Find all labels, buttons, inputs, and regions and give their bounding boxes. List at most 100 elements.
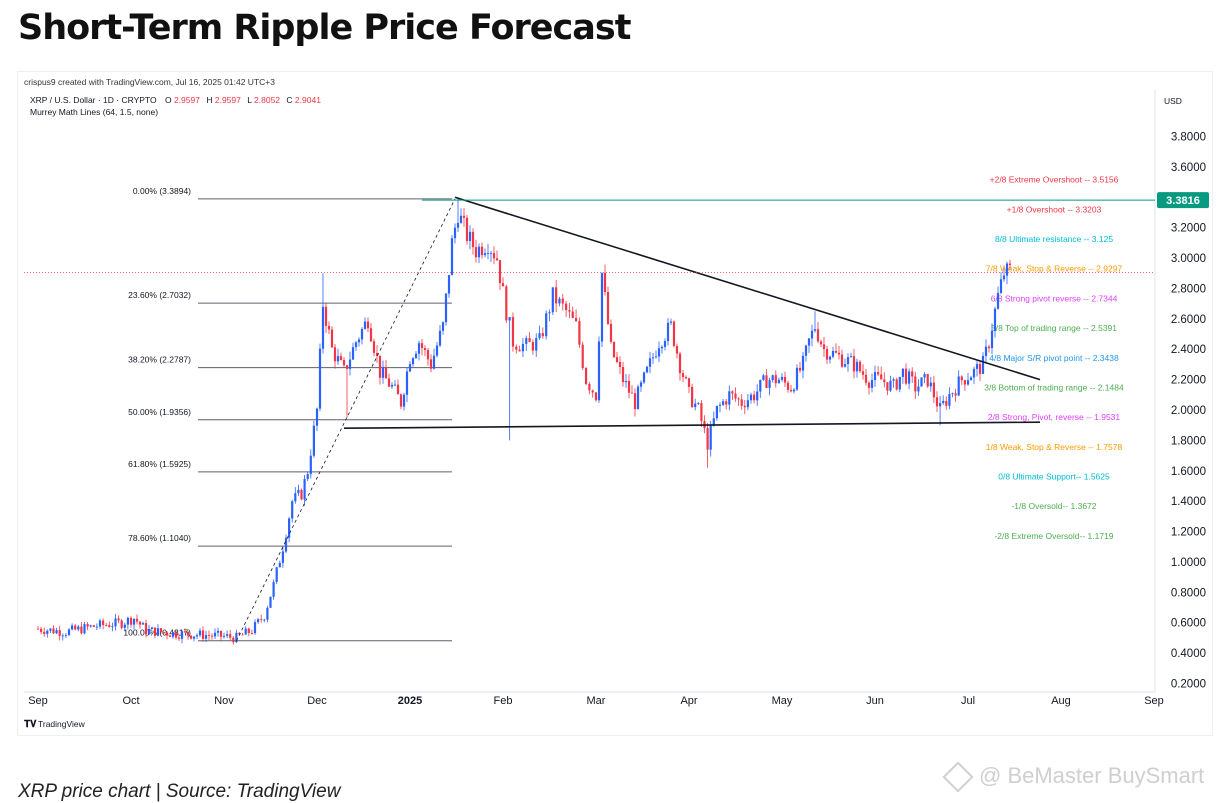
murrey-line-label: 4/8 Major S/R pivot point -- 2.3438 [989, 353, 1119, 363]
candle-body [117, 618, 120, 621]
candle-body [486, 253, 490, 254]
candle-body [548, 312, 551, 314]
candle-body [67, 629, 71, 636]
candle-body [558, 298, 561, 304]
murrey-line-label: 8/8 Ultimate resistance -- 3.125 [995, 234, 1113, 244]
candle-body [447, 275, 451, 294]
candle-body [624, 381, 628, 383]
candle-body [678, 353, 682, 374]
candle-body [135, 618, 139, 622]
x-tick-label: 2025 [398, 695, 422, 707]
candle-body [594, 392, 598, 401]
candle-body [456, 222, 460, 228]
candle-body [192, 636, 196, 639]
candle-body [984, 346, 988, 356]
candle-body [123, 624, 126, 628]
candle-body [630, 392, 634, 394]
candle-body [528, 338, 531, 343]
candle-body [786, 382, 790, 390]
candle-body [339, 356, 343, 360]
murrey-line-label: 5/8 Top of trading range -- 2.5391 [991, 323, 1117, 333]
candle-body [219, 630, 223, 637]
candle-body [981, 355, 985, 374]
candle-body [74, 625, 77, 630]
candle-body [969, 377, 973, 381]
close-label: C [286, 95, 292, 105]
candle-body [926, 374, 929, 387]
candle-body [684, 377, 688, 379]
candle-body [384, 367, 388, 379]
candle-body [633, 393, 637, 410]
symbol-legend: XRP / U.S. Dollar · 1D · CRYPTO O 2.9597… [30, 95, 321, 105]
fib-level-label: 78.60% (1.1040) [128, 533, 191, 543]
candle-body [330, 329, 334, 348]
y-tick-label: 0.8000 [1171, 587, 1206, 599]
candle-body [46, 630, 49, 634]
price-chart[interactable]: 0.00% (3.3894) 23.60% (2.7032) 38.20% (2.2… [18, 72, 1212, 735]
candle-body [597, 341, 601, 401]
candle-body [1008, 263, 1012, 265]
candle-body [609, 323, 613, 342]
candle-body [390, 384, 394, 387]
candle-body [387, 378, 391, 387]
candle-body [740, 399, 743, 406]
candle-body [618, 362, 622, 367]
candle-body [718, 404, 722, 406]
x-tick-label: Oct [122, 695, 139, 707]
candle-body [348, 359, 352, 369]
candle-body [111, 626, 114, 628]
candle-body [957, 376, 960, 396]
candle-body [253, 622, 257, 634]
candle-body [691, 386, 694, 408]
candle-body [450, 238, 454, 276]
candle-body [471, 231, 475, 248]
candle-body [825, 348, 829, 360]
candle-body [429, 359, 433, 369]
candle-body [226, 634, 229, 636]
candle-body [366, 321, 370, 329]
candle-body [498, 260, 502, 284]
candle-body [831, 350, 835, 357]
murrey-line-label: 0/8 Ultimate Support-- 1.5625 [998, 471, 1110, 481]
candle-body [521, 343, 525, 352]
tv-logo-icon: 𝐓𝐕 [24, 718, 37, 730]
candle-body [700, 403, 703, 421]
y-tick-label: 2.2000 [1171, 375, 1206, 387]
currency-label[interactable]: USD [1164, 96, 1182, 106]
candle-body [780, 376, 784, 380]
candle-body [666, 322, 670, 342]
candle-body [746, 400, 749, 408]
y-tick-label: 2.6000 [1171, 314, 1206, 326]
candle-body [898, 376, 901, 390]
candle-body [153, 627, 157, 636]
candle-body [459, 215, 463, 223]
candle-body [102, 620, 105, 626]
candle-body [321, 306, 325, 349]
candle-body [432, 355, 436, 369]
y-tick-label: 3.0000 [1171, 253, 1206, 265]
y-tick-label: 0.2000 [1171, 679, 1206, 691]
candle-body [183, 631, 187, 633]
candle-body [260, 619, 263, 620]
candle-body [870, 379, 874, 388]
candle-body [357, 339, 361, 343]
chart-credit: crispus9 created with TradingView.com, J… [24, 77, 275, 87]
candle-body [996, 292, 1000, 309]
candle-body [603, 273, 607, 292]
x-tick-label: Jun [866, 695, 884, 707]
candle-body [960, 376, 963, 381]
candle-body [654, 356, 658, 358]
candle-body [438, 330, 442, 346]
candle-body [294, 493, 297, 502]
candle-body [508, 317, 511, 321]
chart-panel[interactable]: 0.00% (3.3894) 23.60% (2.7032) 38.20% (2.2… [17, 71, 1213, 736]
candle-body [168, 635, 172, 637]
candle-body [195, 635, 199, 637]
x-tick-label: Jul [961, 695, 975, 707]
candle-body [477, 246, 481, 258]
fib-level-label: 38.20% (2.2787) [128, 355, 191, 365]
tradingview-logo[interactable]: 𝐓𝐕 TradingView [24, 718, 86, 730]
descending-resistance-line [454, 196, 1041, 381]
candle-body [284, 537, 288, 552]
candle-body [551, 287, 554, 313]
